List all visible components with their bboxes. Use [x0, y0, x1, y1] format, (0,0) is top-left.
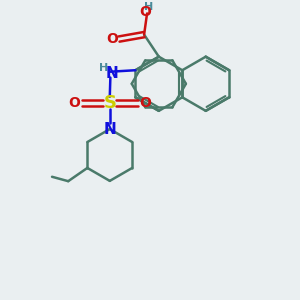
Text: H: H [144, 2, 153, 12]
Text: N: N [106, 66, 118, 81]
Text: O: O [106, 32, 118, 46]
Text: O: O [139, 96, 151, 110]
Text: O: O [68, 96, 80, 110]
Text: H: H [99, 63, 109, 73]
Text: O: O [140, 5, 152, 19]
Text: S: S [103, 94, 116, 112]
Text: N: N [103, 122, 116, 136]
